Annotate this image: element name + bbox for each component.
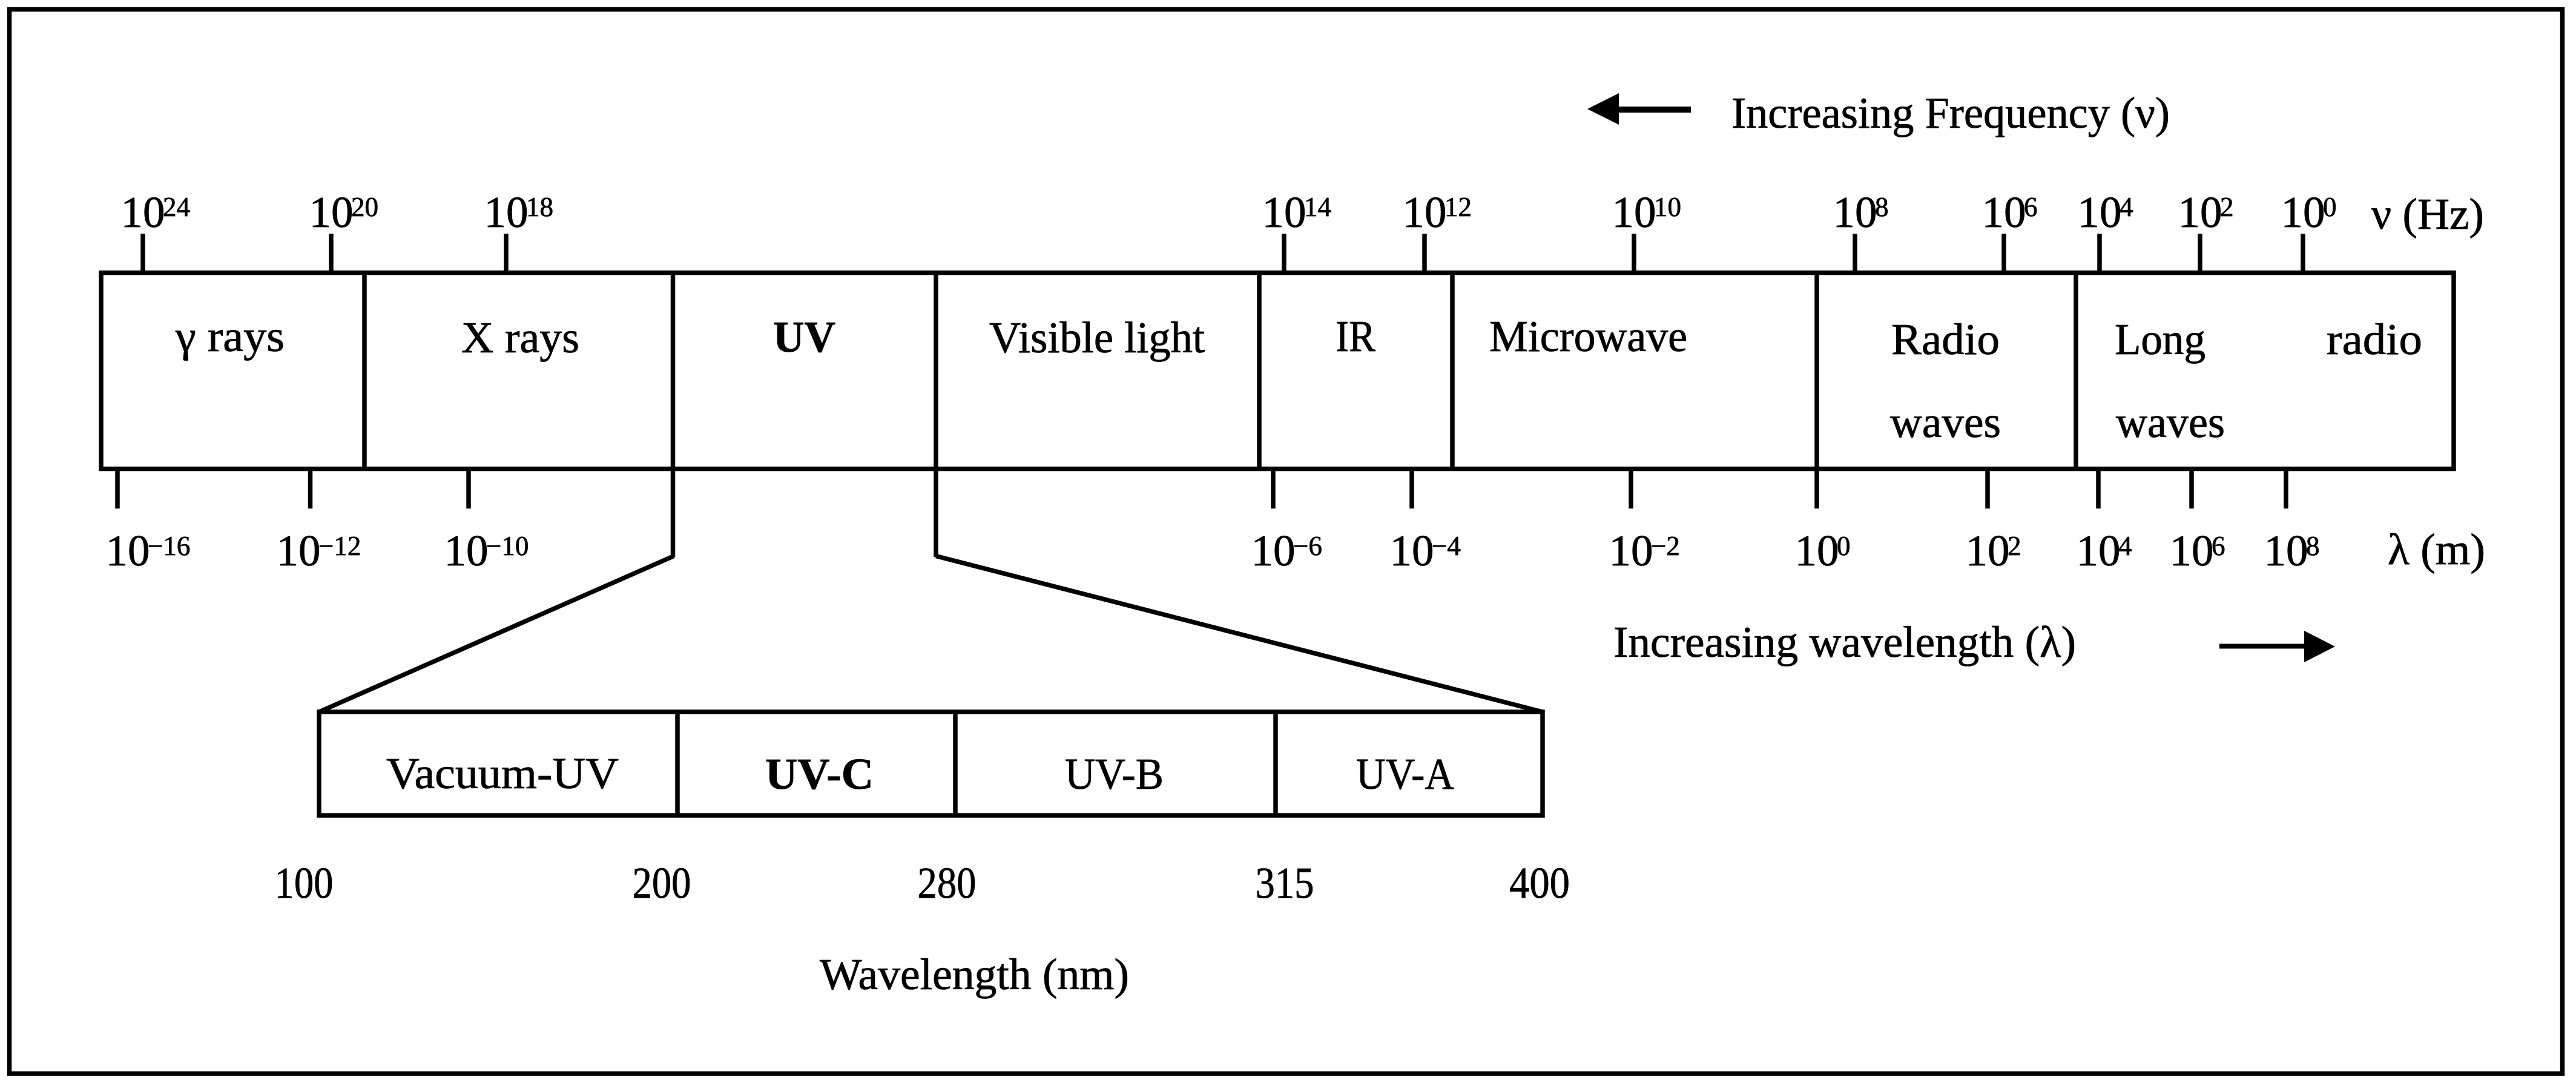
- svg-text:10: 10: [1609, 526, 1653, 575]
- svg-text:10: 10: [1654, 192, 1681, 222]
- svg-text:10: 10: [106, 526, 150, 575]
- svg-text:2: 2: [2220, 192, 2234, 222]
- svg-text:10: 10: [2178, 188, 2222, 237]
- svg-text:−4: −4: [1432, 531, 1461, 561]
- svg-text:waves: waves: [1890, 398, 2001, 447]
- svg-text:10: 10: [1982, 188, 2026, 237]
- svg-text:10: 10: [444, 526, 489, 575]
- svg-text:10: 10: [309, 188, 354, 237]
- svg-text:10: 10: [1262, 188, 1306, 237]
- svg-text:10: 10: [1795, 526, 1839, 575]
- svg-text:12: 12: [1444, 192, 1472, 222]
- svg-text:−6: −6: [1293, 531, 1322, 561]
- svg-text:0: 0: [1837, 531, 1851, 561]
- svg-text:ν (Hz): ν (Hz): [2371, 189, 2484, 239]
- svg-text:10: 10: [1390, 526, 1434, 575]
- svg-text:UV: UV: [773, 312, 835, 361]
- svg-text:10: 10: [2078, 188, 2122, 237]
- svg-text:10: 10: [277, 526, 321, 575]
- svg-text:10: 10: [2077, 526, 2121, 575]
- svg-text:10: 10: [1403, 188, 1447, 237]
- svg-text:Microwave: Microwave: [1489, 312, 1687, 361]
- svg-text:10: 10: [2264, 526, 2308, 575]
- svg-text:−16: −16: [148, 531, 190, 561]
- svg-text:λ (m): λ (m): [2388, 525, 2485, 574]
- svg-text:10: 10: [484, 188, 529, 237]
- svg-text:8: 8: [1875, 192, 1889, 222]
- svg-text:−10: −10: [486, 531, 529, 561]
- svg-text:4: 4: [2118, 531, 2132, 561]
- svg-text:IR: IR: [1336, 312, 1375, 361]
- svg-text:10: 10: [2281, 188, 2325, 237]
- svg-text:10: 10: [1833, 188, 1877, 237]
- svg-text:waves: waves: [2116, 398, 2225, 447]
- svg-text:Long: Long: [2115, 315, 2205, 364]
- svg-text:UV-C: UV-C: [765, 749, 874, 798]
- svg-text:10: 10: [1251, 526, 1296, 575]
- svg-text:Increasing Frequency (ν): Increasing Frequency (ν): [1731, 88, 2170, 137]
- svg-text:4: 4: [2120, 192, 2133, 222]
- svg-text:6: 6: [2212, 531, 2225, 561]
- svg-text:100: 100: [275, 858, 334, 907]
- svg-text:0: 0: [2323, 192, 2337, 222]
- svg-text:315: 315: [1256, 858, 1314, 907]
- svg-text:14: 14: [1304, 192, 1331, 222]
- svg-text:−2: −2: [1651, 531, 1680, 561]
- svg-text:200: 200: [633, 858, 691, 907]
- svg-text:400: 400: [1509, 858, 1570, 907]
- svg-text:UV-B: UV-B: [1065, 749, 1164, 798]
- svg-text:10: 10: [1966, 526, 2010, 575]
- svg-text:20: 20: [351, 192, 378, 222]
- svg-text:18: 18: [526, 192, 553, 222]
- svg-text:UV-A: UV-A: [1356, 749, 1454, 798]
- svg-text:−12: −12: [318, 531, 361, 561]
- svg-text:X rays: X rays: [461, 313, 579, 362]
- svg-text:γ rays: γ rays: [175, 312, 285, 361]
- svg-text:radio: radio: [2327, 315, 2422, 364]
- svg-text:Radio: Radio: [1891, 315, 2000, 364]
- svg-text:6: 6: [2024, 192, 2038, 222]
- svg-text:10: 10: [121, 188, 165, 237]
- svg-text:Vacuum-UV: Vacuum-UV: [386, 749, 619, 798]
- svg-text:24: 24: [163, 192, 190, 222]
- svg-text:280: 280: [918, 858, 977, 907]
- svg-text:Wavelength (nm): Wavelength (nm): [820, 950, 1129, 999]
- svg-text:2: 2: [2008, 531, 2021, 561]
- svg-text:Increasing wavelength (λ): Increasing wavelength (λ): [1613, 617, 2076, 666]
- svg-text:10: 10: [2170, 526, 2214, 575]
- svg-text:8: 8: [2306, 531, 2320, 561]
- svg-text:Visible light: Visible light: [989, 313, 1205, 362]
- svg-text:10: 10: [1612, 188, 1656, 237]
